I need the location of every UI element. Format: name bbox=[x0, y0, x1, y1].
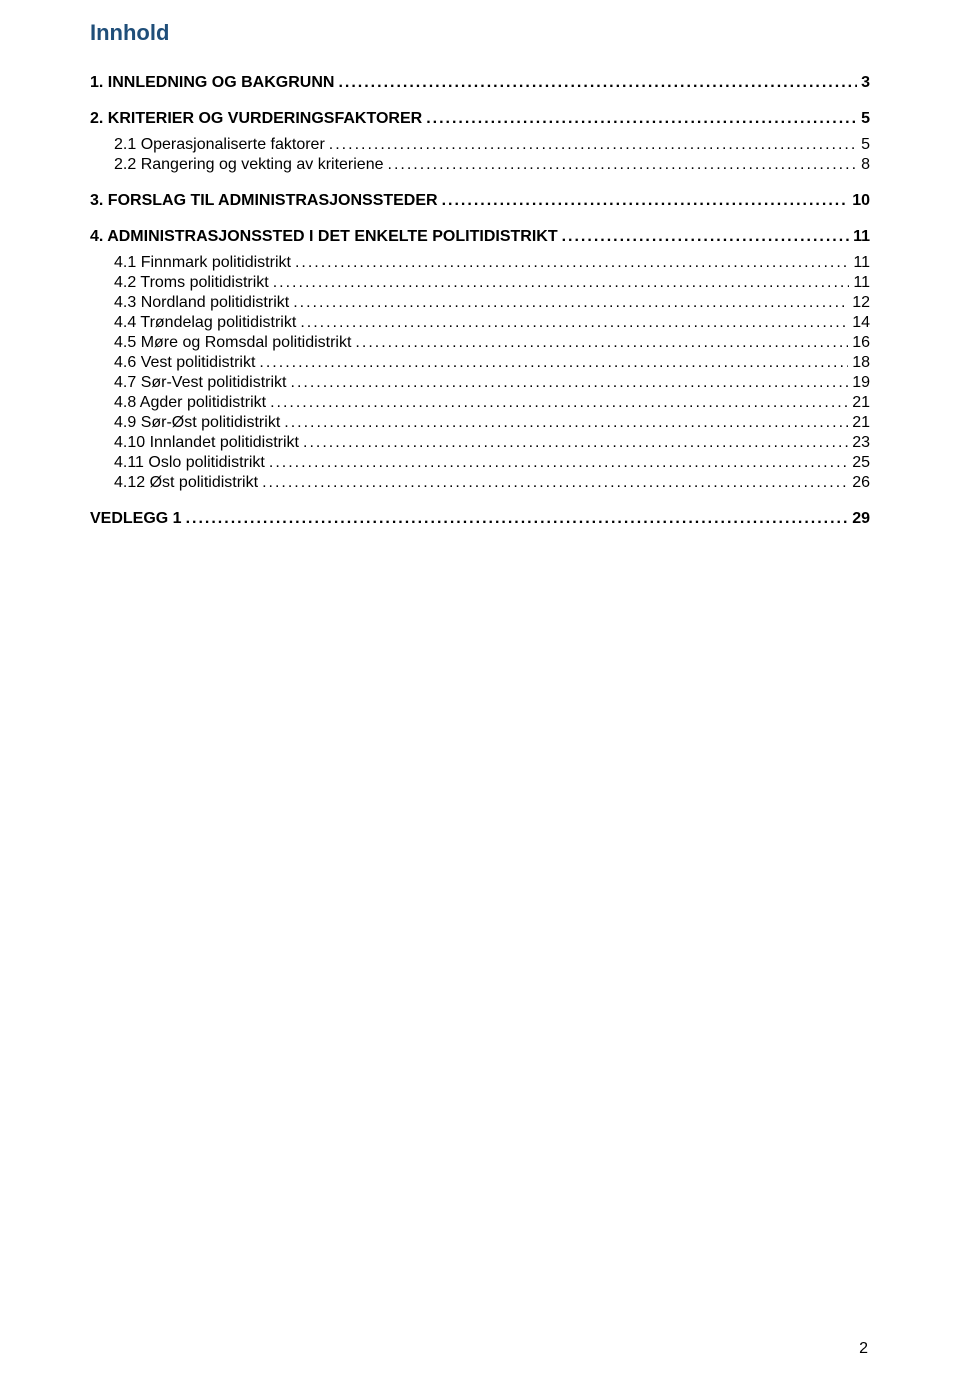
table-of-contents: 1. INNLEDNING OG BAKGRUNN...............… bbox=[90, 74, 870, 528]
toc-leader-dots: ........................................… bbox=[291, 374, 849, 392]
toc-page-number: 5 bbox=[861, 136, 870, 154]
toc-entry: 4.9 Sør-Øst politidistrikt..............… bbox=[114, 414, 870, 432]
toc-leader-dots: ........................................… bbox=[426, 110, 857, 128]
toc-entry: 4.7 Sør-Vest politidistrikt.............… bbox=[114, 374, 870, 392]
toc-label: 2.1 Operasjonaliserte faktorer bbox=[114, 136, 325, 154]
toc-page-number: 5 bbox=[861, 110, 870, 128]
toc-leader-dots: ........................................… bbox=[262, 474, 848, 492]
toc-page-number: 26 bbox=[852, 474, 870, 492]
toc-leader-dots: ........................................… bbox=[270, 394, 848, 412]
toc-page-number: 10 bbox=[852, 192, 870, 210]
toc-leader-dots: ........................................… bbox=[269, 454, 848, 472]
toc-leader-dots: ........................................… bbox=[259, 354, 848, 372]
toc-entry: 4.10 Innlandet politidistrikt...........… bbox=[114, 434, 870, 452]
toc-label: 3. FORSLAG TIL ADMINISTRASJONSSTEDER bbox=[90, 192, 438, 210]
toc-leader-dots: ........................................… bbox=[338, 74, 857, 92]
toc-page-number: 16 bbox=[852, 334, 870, 352]
toc-label: 2.2 Rangering og vekting av kriteriene bbox=[114, 156, 384, 174]
toc-page-number: 14 bbox=[852, 314, 870, 332]
toc-label: 4.10 Innlandet politidistrikt bbox=[114, 434, 299, 452]
toc-leader-dots: ........................................… bbox=[284, 414, 848, 432]
toc-label: 4.5 Møre og Romsdal politidistrikt bbox=[114, 334, 351, 352]
toc-page-number: 25 bbox=[852, 454, 870, 472]
toc-entry: 2.2 Rangering og vekting av kriteriene..… bbox=[114, 156, 870, 174]
toc-entry: 3. FORSLAG TIL ADMINISTRASJONSSTEDER....… bbox=[90, 192, 870, 210]
toc-label: VEDLEGG 1 bbox=[90, 510, 182, 528]
toc-label: 2. KRITERIER OG VURDERINGSFAKTORER bbox=[90, 110, 422, 128]
toc-entry: 4.6 Vest politidistrikt.................… bbox=[114, 354, 870, 372]
toc-label: 4.4 Trøndelag politidistrikt bbox=[114, 314, 296, 332]
toc-entry: VEDLEGG 1...............................… bbox=[90, 510, 870, 528]
toc-entry: 4.5 Møre og Romsdal politidistrikt......… bbox=[114, 334, 870, 352]
toc-label: 4.12 Øst politidistrikt bbox=[114, 474, 258, 492]
toc-page-number: 21 bbox=[852, 394, 870, 412]
toc-page-number: 3 bbox=[861, 74, 870, 92]
toc-page-number: 11 bbox=[853, 274, 870, 292]
toc-leader-dots: ........................................… bbox=[388, 156, 858, 174]
toc-leader-dots: ........................................… bbox=[300, 314, 848, 332]
toc-leader-dots: ........................................… bbox=[273, 274, 850, 292]
toc-entry: 1. INNLEDNING OG BAKGRUNN...............… bbox=[90, 74, 870, 92]
toc-entry: 4.1 Finnmark politidistrikt.............… bbox=[114, 254, 870, 272]
toc-page-number: 23 bbox=[852, 434, 870, 452]
toc-leader-dots: ........................................… bbox=[562, 228, 849, 246]
toc-leader-dots: ........................................… bbox=[329, 136, 857, 154]
toc-entry: 2. KRITERIER OG VURDERINGSFAKTORER......… bbox=[90, 110, 870, 128]
toc-entry: 4.11 Oslo politidistrikt................… bbox=[114, 454, 870, 472]
toc-entry: 4. ADMINISTRASJONSSTED I DET ENKELTE POL… bbox=[90, 228, 870, 246]
toc-leader-dots: ........................................… bbox=[303, 434, 848, 452]
toc-leader-dots: ........................................… bbox=[186, 510, 849, 528]
toc-leader-dots: ........................................… bbox=[295, 254, 849, 272]
toc-entry: 4.3 Nordland politidistrikt.............… bbox=[114, 294, 870, 312]
toc-label: 4.11 Oslo politidistrikt bbox=[114, 454, 265, 472]
toc-label: 4.7 Sør-Vest politidistrikt bbox=[114, 374, 287, 392]
toc-entry: 4.12 Øst politidistrikt.................… bbox=[114, 474, 870, 492]
toc-label: 4.6 Vest politidistrikt bbox=[114, 354, 255, 372]
toc-label: 4.2 Troms politidistrikt bbox=[114, 274, 269, 292]
toc-leader-dots: ........................................… bbox=[442, 192, 849, 210]
toc-entry: 4.2 Troms politidistrikt................… bbox=[114, 274, 870, 292]
toc-entry: 2.1 Operasjonaliserte faktorer..........… bbox=[114, 136, 870, 154]
toc-label: 4.9 Sør-Øst politidistrikt bbox=[114, 414, 280, 432]
toc-label: 4.3 Nordland politidistrikt bbox=[114, 294, 289, 312]
toc-page-number: 29 bbox=[852, 510, 870, 528]
toc-leader-dots: ........................................… bbox=[355, 334, 848, 352]
toc-entry: 4.8 Agder politidistrikt................… bbox=[114, 394, 870, 412]
toc-label: 4. ADMINISTRASJONSSTED I DET ENKELTE POL… bbox=[90, 228, 558, 246]
toc-leader-dots: ........................................… bbox=[293, 294, 848, 312]
toc-label: 1. INNLEDNING OG BAKGRUNN bbox=[90, 74, 334, 92]
page-title: Innhold bbox=[90, 20, 870, 46]
toc-label: 4.1 Finnmark politidistrikt bbox=[114, 254, 291, 272]
page-number: 2 bbox=[859, 1340, 868, 1358]
toc-entry: 4.4 Trøndelag politidistrikt............… bbox=[114, 314, 870, 332]
toc-page-number: 19 bbox=[852, 374, 870, 392]
toc-page-number: 11 bbox=[853, 228, 870, 246]
toc-page-number: 18 bbox=[852, 354, 870, 372]
toc-page-number: 11 bbox=[853, 254, 870, 272]
toc-page-number: 8 bbox=[861, 156, 870, 174]
toc-page-number: 21 bbox=[852, 414, 870, 432]
toc-page-number: 12 bbox=[852, 294, 870, 312]
toc-label: 4.8 Agder politidistrikt bbox=[114, 394, 266, 412]
